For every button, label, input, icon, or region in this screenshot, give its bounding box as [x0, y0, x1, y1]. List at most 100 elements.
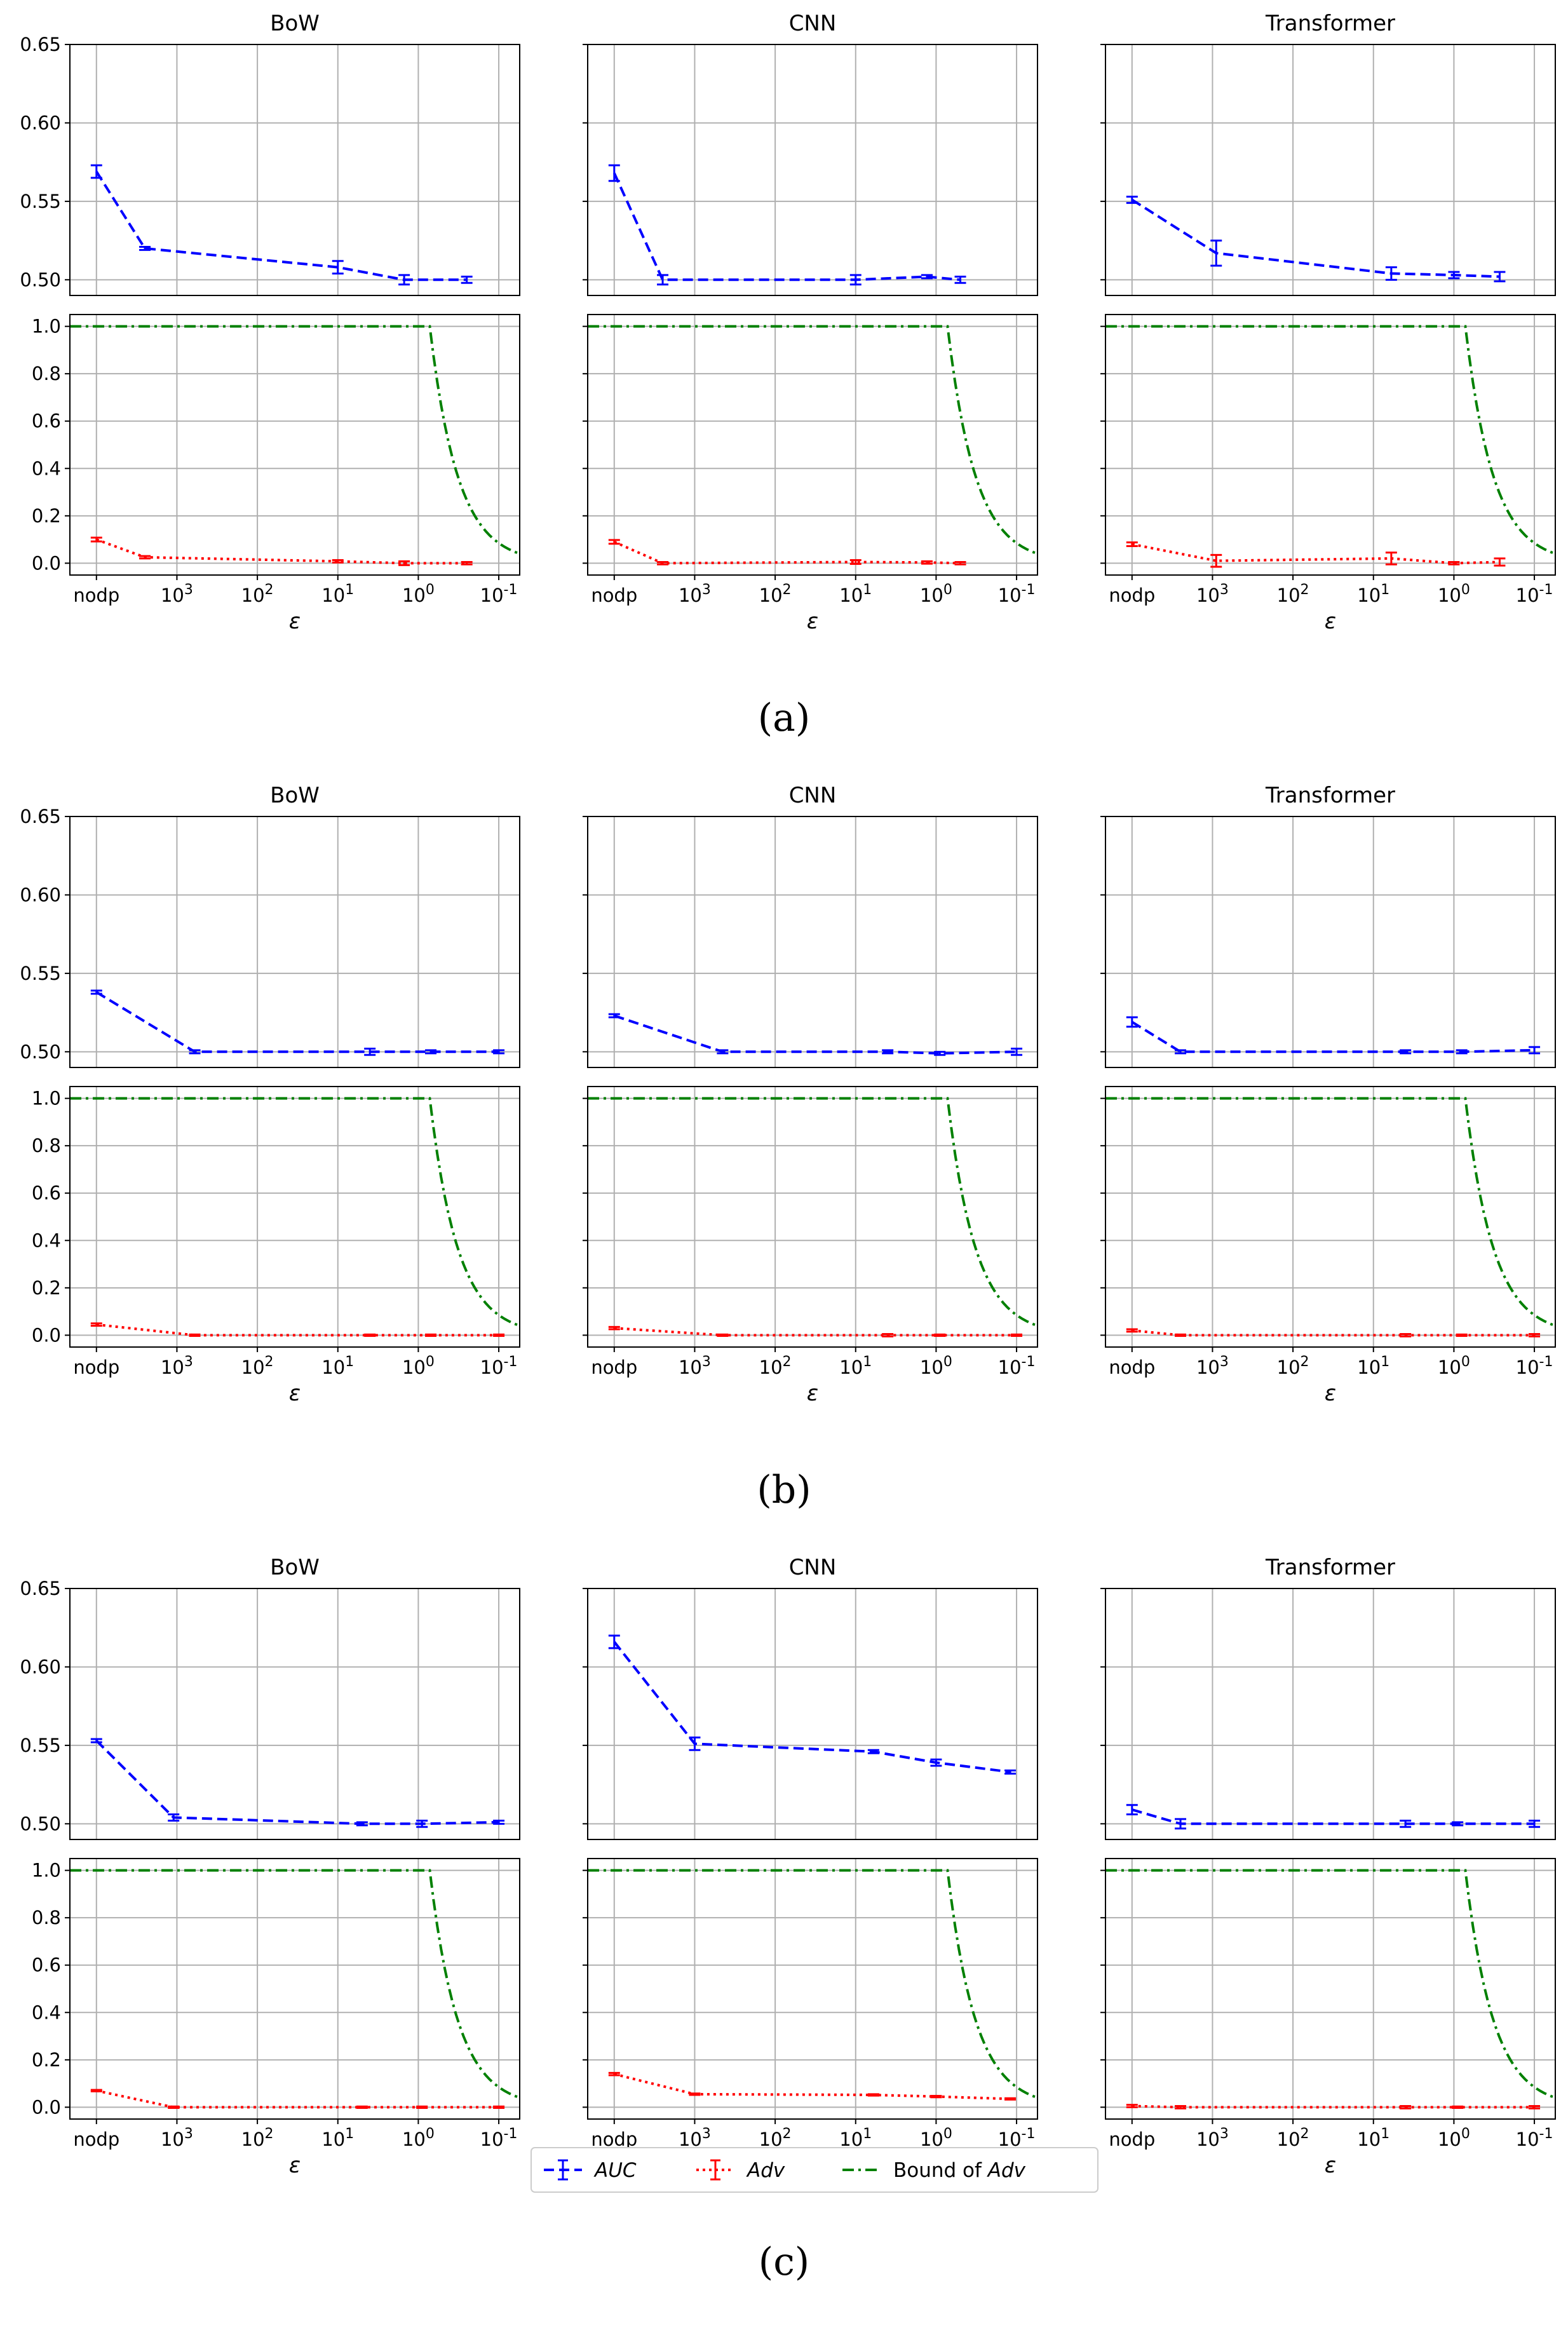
legend-label: Adv — [746, 2159, 785, 2182]
adv-errorbar — [461, 561, 473, 566]
x-tick-label: nodp — [73, 585, 119, 606]
auc-errorbar — [1126, 1804, 1138, 1815]
auc-errorbar — [90, 989, 102, 995]
adv-errorbar — [1210, 553, 1222, 568]
adv-errorbar — [608, 2071, 620, 2076]
y-tick-label: 0.6 — [32, 1954, 61, 1976]
y-tick-label: 0.8 — [32, 363, 61, 384]
adv-errorbar — [608, 539, 620, 545]
auc-axes — [1100, 44, 1556, 296]
auc-errorbar — [1011, 1047, 1023, 1056]
adv-errorbar — [1456, 1333, 1468, 1337]
auc-axes: 0.50 0.55 0.60 0.65 — [20, 806, 520, 1068]
x-axis-label: ε — [807, 1381, 818, 1406]
legend-item: Adv — [696, 2159, 785, 2182]
x-tick-label: 103 — [679, 2126, 711, 2150]
x-axis-label: ε — [1325, 1381, 1336, 1406]
adv-errorbar — [882, 1333, 894, 1338]
auc-line — [1132, 1808, 1535, 1825]
x-axis-label: ε — [1325, 2153, 1336, 2178]
x-tick-label: 100 — [920, 1354, 952, 1378]
y-tick-label: 0.2 — [32, 1277, 61, 1299]
adv-errorbar — [168, 2105, 180, 2109]
panel-title: Transformer — [1265, 1555, 1395, 1580]
panel-bow-1: BoW 0.50 0.55 0.60 0.65 nodp 103 102 101 100 10-1 0… — [20, 783, 520, 1406]
auc-frame — [1105, 44, 1556, 296]
auc-line — [1131, 198, 1500, 278]
x-tick-label: nodp — [591, 585, 637, 606]
y-tick-label: 0.8 — [32, 1907, 61, 1928]
auc-errorbar — [425, 1049, 437, 1055]
y-tick-label: 0.50 — [20, 269, 61, 290]
x-tick-label: 103 — [679, 1354, 711, 1378]
adv-frame — [69, 314, 520, 576]
x-tick-label: 10-1 — [998, 1354, 1036, 1378]
x-tick-label: 100 — [1438, 1354, 1470, 1378]
auc-errorbar — [608, 1013, 620, 1019]
x-tick-label: 100 — [1438, 582, 1470, 606]
adv-frame — [69, 1858, 520, 2120]
adv-axes: nodp 103 102 101 100 10-1 — [583, 1858, 1038, 2150]
x-tick-label: 100 — [402, 582, 435, 606]
adv-errorbar — [493, 2105, 505, 2109]
adv-axes: nodp 103 102 101 100 10-1 0.0 0.2 0.4 0.6 0.8 1.0 — [32, 314, 520, 606]
x-tick-label: 100 — [920, 582, 952, 606]
x-tick-label: nodp — [73, 2129, 119, 2150]
adv-errorbar — [425, 1333, 437, 1337]
auc-errorbar — [189, 1049, 201, 1055]
auc-errorbar — [1175, 1049, 1187, 1055]
auc-errorbar — [1400, 1049, 1412, 1055]
y-tick-label: 1.0 — [32, 1088, 61, 1109]
adv-frame — [1105, 1858, 1556, 2120]
auc-errorbar — [934, 1050, 946, 1056]
y-tick-label: 0.0 — [32, 2096, 61, 2118]
auc-errorbar — [1385, 266, 1397, 281]
x-tick-label: 102 — [241, 2126, 274, 2150]
x-axis-label: ε — [1325, 609, 1336, 634]
y-tick-label: 0.0 — [32, 552, 61, 574]
adv-errorbar — [90, 536, 102, 543]
auc-axes — [583, 1588, 1038, 1840]
auc-errorbar — [1494, 271, 1506, 283]
legend-label: Bound of Adv — [893, 2159, 1026, 2182]
auc-errorbar — [1175, 1818, 1187, 1830]
adv-errorbar — [364, 1333, 376, 1337]
adv-errorbar — [1529, 1333, 1541, 1338]
x-tick-label: 101 — [321, 2126, 354, 2150]
legend-frame — [531, 2147, 1098, 2193]
panel-title: BoW — [270, 11, 320, 36]
x-tick-label: 103 — [1196, 2126, 1229, 2150]
adv-errorbar — [1126, 2104, 1138, 2108]
auc-frame — [587, 816, 1038, 1068]
auc-frame — [587, 1588, 1038, 1840]
adv-errorbar — [1011, 1333, 1023, 1337]
x-tick-label: 10-1 — [1516, 2126, 1553, 2150]
x-tick-label: nodp — [73, 1357, 119, 1378]
y-tick-label: 0.55 — [20, 191, 61, 212]
auc-errorbar — [1126, 195, 1138, 204]
panel-bow-0: BoW 0.50 0.55 0.60 0.65 nodp 103 102 101 100 10-1 0… — [20, 11, 520, 634]
auc-frame — [1105, 1588, 1556, 1840]
x-tick-label: nodp — [1109, 1357, 1155, 1378]
panel-title: CNN — [789, 783, 837, 808]
x-tick-label: 102 — [759, 1354, 792, 1378]
auc-errorbar — [139, 245, 151, 251]
auc-frame — [69, 816, 520, 1068]
panel-cnn-0: CNN nodp 103 102 101 100 10-1 ε — [583, 11, 1038, 634]
auc-errorbar — [717, 1049, 729, 1055]
adv-errorbar — [189, 1333, 201, 1337]
legend-label: AUC — [593, 2159, 637, 2182]
y-tick-label: 0.6 — [32, 410, 61, 432]
adv-errorbar — [1385, 552, 1397, 566]
adv-errorbar — [867, 2093, 879, 2097]
x-tick-label: 100 — [920, 2126, 952, 2150]
bound-line — [70, 1097, 520, 1327]
adv-errorbar — [1529, 2105, 1541, 2110]
adv-errorbar — [849, 559, 862, 565]
adv-errorbar — [139, 555, 151, 560]
x-tick-label: 103 — [1196, 582, 1229, 606]
adv-errorbar — [954, 561, 966, 566]
auc-line — [613, 1641, 1011, 1773]
auc-axes: 0.50 0.55 0.60 0.65 — [20, 34, 520, 296]
auc-line — [95, 991, 499, 1053]
